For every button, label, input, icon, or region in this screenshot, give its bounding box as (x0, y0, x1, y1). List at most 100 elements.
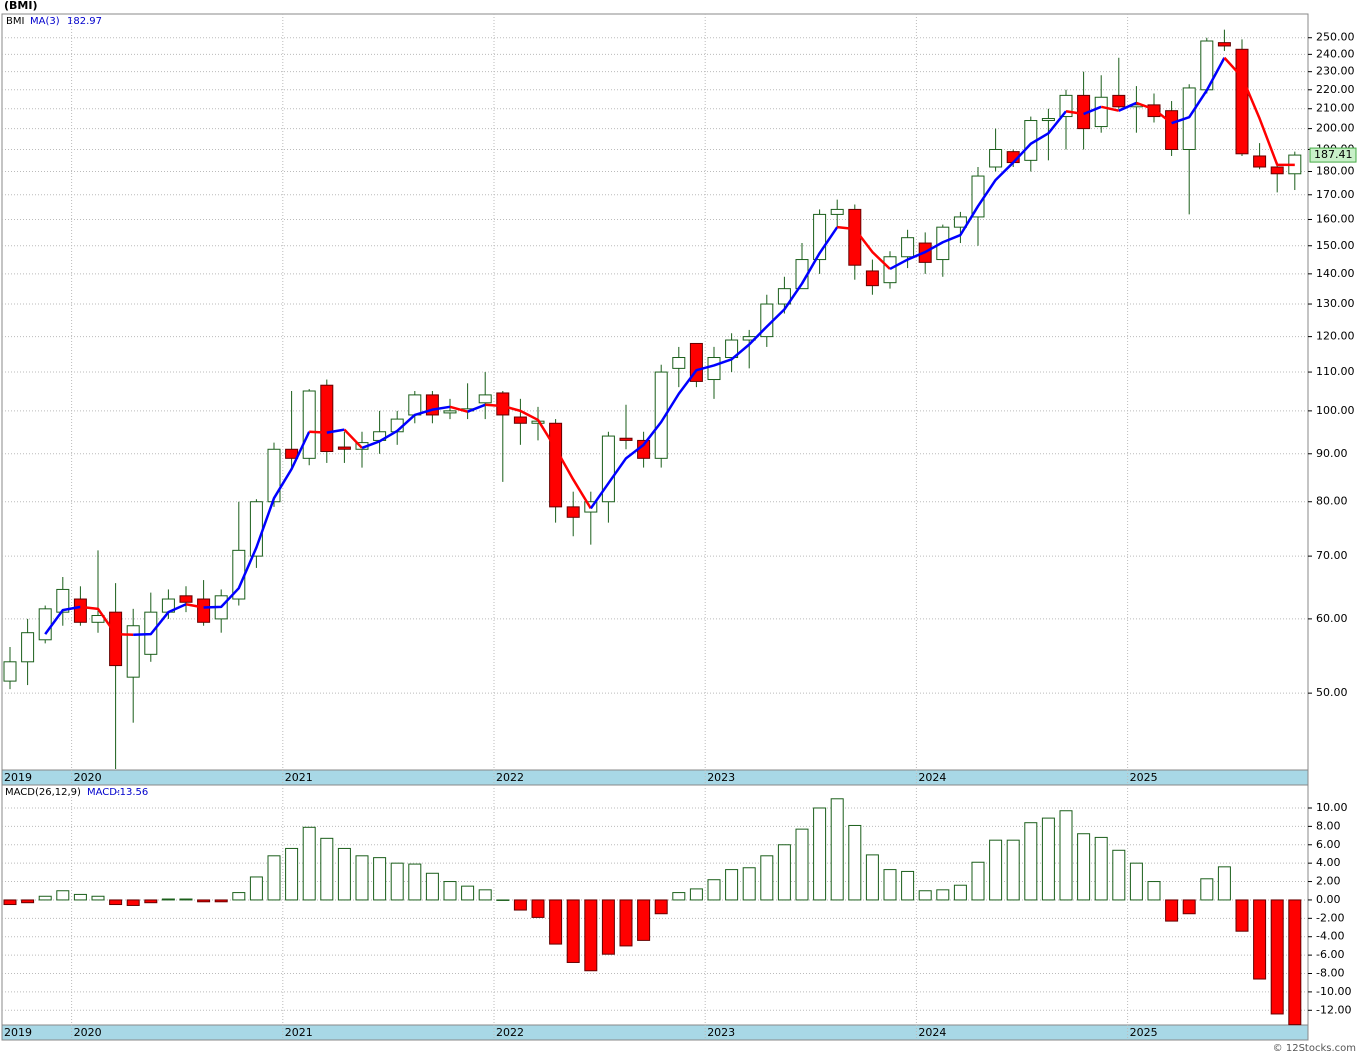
y-tick-label: 100.00 (1316, 404, 1355, 417)
y-tick-label: 170.00 (1316, 188, 1355, 201)
macd-bar (707, 879, 721, 901)
ma-line (1100, 105, 1120, 112)
last-price: 187.41 (1314, 148, 1353, 161)
macd-bar (1235, 899, 1249, 932)
y-tick-label: 110.00 (1316, 365, 1355, 378)
macd-bar (953, 884, 967, 901)
macd-bar (56, 890, 70, 901)
candle-body (513, 416, 527, 424)
x-tick-label: 2020 (74, 771, 102, 784)
candle-body (337, 446, 351, 450)
candle-body (267, 448, 281, 503)
macd-bar (1006, 839, 1020, 901)
ma-line (1118, 101, 1137, 112)
x-tick-label: 2019 (4, 771, 32, 784)
candle-body (496, 392, 510, 416)
candle-body (302, 390, 316, 459)
macd-bar (285, 847, 299, 901)
y-tick-label: 160.00 (1316, 212, 1355, 225)
macd-bar (21, 899, 35, 904)
x-axis-strip (1, 1024, 1309, 1041)
macd-bar (1059, 810, 1073, 901)
candle-body (478, 394, 492, 404)
ma-line (1065, 110, 1084, 116)
x-tick-label: 2022 (496, 771, 524, 784)
macd-bar (742, 867, 756, 901)
legend-ma-value: 182.97 (67, 16, 102, 27)
candle-body (654, 371, 668, 459)
macd-bar (883, 869, 897, 901)
candle-body (672, 357, 686, 369)
candle-body (865, 270, 879, 287)
macd-bar (214, 899, 228, 903)
y-tick-label: 90.00 (1316, 447, 1348, 460)
x-tick-label: 2024 (918, 1026, 946, 1039)
macd-bar (918, 890, 932, 901)
macd-bar (161, 898, 175, 901)
macd-bar (901, 870, 915, 901)
macd-bar (1200, 878, 1214, 901)
macd-bar (109, 899, 123, 906)
candle-body (848, 208, 862, 266)
x-tick-label: 2021 (285, 771, 313, 784)
macd-bar (689, 888, 703, 901)
macd-bar (496, 899, 510, 901)
candle-body (566, 506, 580, 518)
ma-line (326, 428, 345, 434)
legend-macd-label: MACD: (87, 787, 120, 798)
y-tick-label: 120.00 (1316, 330, 1355, 343)
legend-name: BMI (6, 16, 24, 27)
y-tick-label: 210.00 (1316, 102, 1355, 115)
candle-body (725, 339, 739, 359)
macd-bar (144, 899, 158, 904)
ma-line (80, 605, 134, 637)
candle-body (126, 625, 140, 678)
candle-body (3, 661, 17, 682)
macd-bar (337, 847, 351, 901)
macd-bar (672, 892, 686, 901)
ma-line (203, 431, 311, 609)
candle-body (1235, 48, 1249, 155)
macd-bar (1147, 881, 1161, 901)
candle-body (689, 342, 703, 382)
y-tick-label: 50.00 (1316, 686, 1348, 699)
macd-bar (408, 863, 422, 901)
macd-bar (619, 899, 633, 947)
macd-bar (725, 869, 739, 901)
macd-bar (320, 837, 334, 901)
y-tick-label: 200.00 (1316, 122, 1355, 135)
ma-line (449, 405, 468, 413)
macd-bar (1094, 836, 1108, 901)
legend-macd: MACD(26,12,9) (5, 787, 81, 798)
ma-line (1135, 101, 1173, 125)
last-price-box (1309, 147, 1357, 163)
candle-body (953, 216, 967, 228)
candle-body (38, 608, 52, 641)
macd-bar (795, 828, 809, 901)
y-tick-label: -10.00 (1316, 985, 1351, 998)
y-tick-label: -2.00 (1316, 911, 1344, 924)
macd-bar (3, 899, 17, 906)
chart-title: (BMI) (4, 0, 37, 12)
candle-body (1253, 155, 1267, 168)
macd-bar (1288, 899, 1302, 1026)
x-tick-label: 2019 (4, 1026, 32, 1039)
macd-bar (73, 893, 87, 901)
macd-bar (355, 855, 369, 901)
macd-bar (478, 889, 492, 901)
macd-bar (179, 898, 193, 901)
x-axis-strip (1, 769, 1309, 786)
macd-bar (1024, 822, 1038, 901)
macd-bar (1165, 899, 1179, 922)
ma-line (837, 225, 891, 270)
y-tick-label: 150.00 (1316, 239, 1355, 252)
macd-bar (760, 855, 774, 901)
y-tick-label: -4.00 (1316, 930, 1344, 943)
y-tick-label: 230.00 (1316, 65, 1355, 78)
ma-line (467, 403, 486, 413)
legend-macd-value: -13.56 (116, 787, 148, 798)
candle-body (1041, 118, 1055, 122)
macd-bar (654, 899, 668, 915)
macd-bar (848, 824, 862, 901)
